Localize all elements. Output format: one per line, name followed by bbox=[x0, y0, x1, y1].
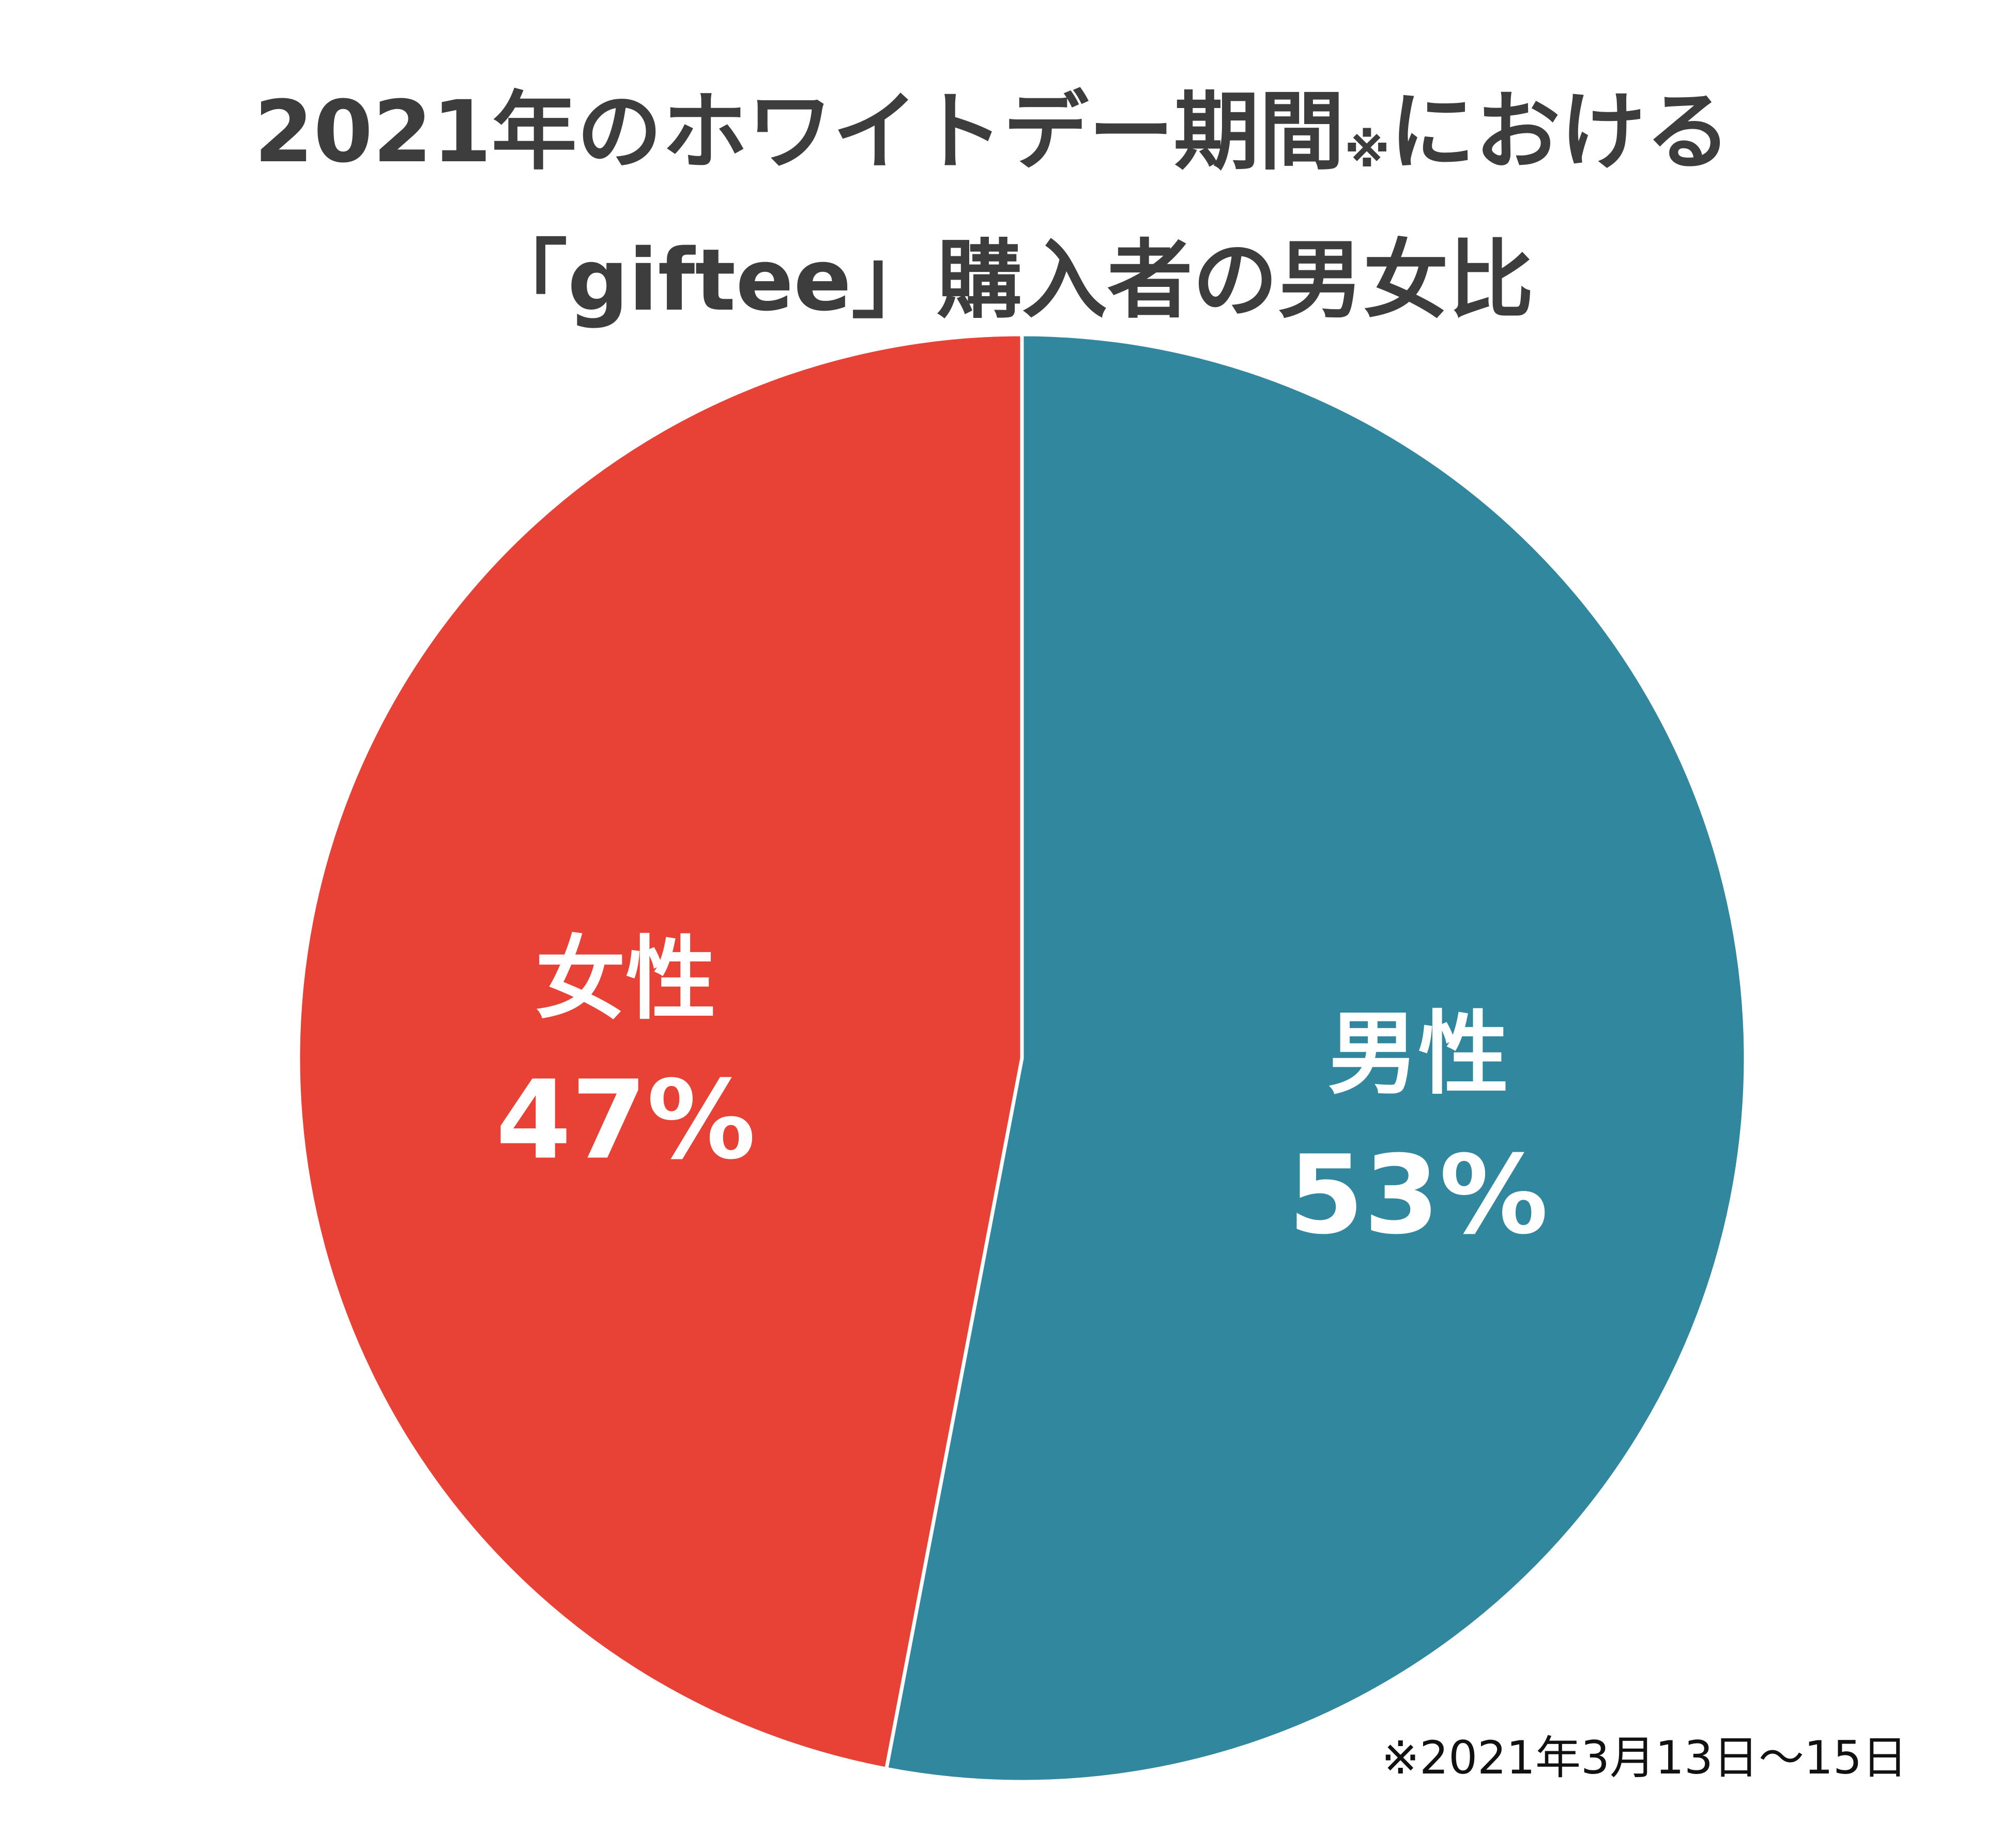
chart-title-line-1: 2021年のホワイトデー期間※における bbox=[0, 67, 2000, 216]
chart-title-main: 2021年のホワイトデー期間 bbox=[254, 82, 1345, 181]
pie-slice-female-value: 47% bbox=[496, 1057, 756, 1184]
chart-title-note-mark: ※ bbox=[1344, 124, 1390, 178]
chart-title-line-2: 「giftee」購入者の男女比 bbox=[482, 231, 1534, 330]
pie-slice-male-label: 男性 bbox=[1328, 1002, 1509, 1107]
chart-title-tail: における bbox=[1389, 82, 1731, 181]
pie-slice-female-label: 女性 bbox=[535, 927, 716, 1032]
pie-slices bbox=[296, 332, 1748, 1784]
pie-slice-female bbox=[296, 332, 1024, 1771]
pie-slice-male-value: 53% bbox=[1288, 1131, 1548, 1258]
pie-slice-male bbox=[884, 332, 1748, 1784]
footnote: ※2021年3月13日～15日 bbox=[1381, 1731, 1907, 1784]
chart-title: 2021年のホワイトデー期間※における 「giftee」購入者の男女比 bbox=[0, 67, 2016, 345]
pie-labels: 男性 53% 女性 47% bbox=[496, 927, 1548, 1259]
